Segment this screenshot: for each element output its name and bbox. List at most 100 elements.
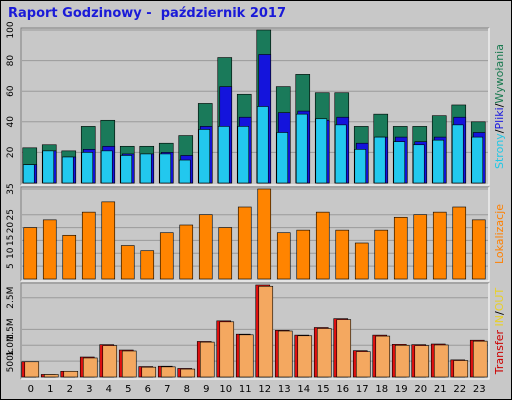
x-tick-label-12: 12 <box>258 384 271 395</box>
legend-part: Lokalizacje <box>493 204 506 264</box>
y-tick-label: 25 <box>6 209 16 220</box>
bar-strony-3 <box>81 152 94 184</box>
bar-out-7 <box>160 366 176 378</box>
bar-strony-16 <box>334 124 347 184</box>
panel-visits-light-edge <box>21 187 490 282</box>
bar-out-5 <box>121 350 137 378</box>
panel-hits-light-edge <box>21 28 490 186</box>
bar-lokalizacje-0 <box>23 227 38 280</box>
x-tick-label-5: 5 <box>125 384 131 395</box>
bar-lokalizacje-18 <box>374 229 389 280</box>
bar-strony-4 <box>100 150 113 184</box>
legend-part: Wywołania <box>493 44 506 104</box>
bar-strony-14 <box>295 113 308 184</box>
bar-lokalizacje-2 <box>62 234 77 280</box>
bar-strony-21 <box>432 139 445 184</box>
bar-lokalizacje-13 <box>276 232 291 280</box>
bar-out-10 <box>219 321 235 378</box>
bar-strony-8 <box>178 159 191 184</box>
bar-strony-19 <box>393 141 406 184</box>
y-tick-label: 20 <box>6 222 16 234</box>
panel-transfer-shadow-edge <box>20 282 489 379</box>
panel-transfer-background <box>21 283 489 379</box>
y-tick-label: 2.5M <box>6 287 16 309</box>
panel-visits-background <box>21 187 489 281</box>
bar-out-13 <box>277 330 293 378</box>
bar-out-23 <box>472 340 488 378</box>
bar-out-14 <box>297 335 313 378</box>
bar-out-11 <box>238 334 254 378</box>
bar-out-19 <box>394 344 410 378</box>
bar-lokalizacje-19 <box>393 216 408 280</box>
bar-out-15 <box>316 328 332 378</box>
panel-hits-shadow-edge <box>20 27 489 185</box>
legend-transfer: Transfer IN/OUT <box>493 288 506 376</box>
bar-strony-7 <box>159 153 172 184</box>
x-tick-label-4: 4 <box>106 384 112 395</box>
legend-part: Strony <box>493 133 506 169</box>
bar-out-0 <box>24 361 40 378</box>
bar-strony-6 <box>139 153 152 184</box>
bar-out-3 <box>82 357 98 378</box>
x-tick-label-10: 10 <box>219 384 232 395</box>
bar-out-2 <box>63 370 79 378</box>
panel-transfer-light-edge <box>21 283 490 380</box>
y-tick-label: 100 <box>6 21 16 38</box>
x-tick-label-15: 15 <box>317 384 330 395</box>
bar-lokalizacje-1 <box>42 219 57 280</box>
bar-out-22 <box>453 360 469 378</box>
x-tick-label-20: 20 <box>414 384 427 395</box>
x-tick-label-11: 11 <box>239 384 252 395</box>
x-tick-label-22: 22 <box>453 384 466 395</box>
bar-lokalizacje-7 <box>159 232 174 280</box>
bar-strony-20 <box>412 144 425 184</box>
bar-out-17 <box>355 351 371 378</box>
bar-lokalizacje-11 <box>237 206 252 280</box>
x-tick-label-17: 17 <box>356 384 369 395</box>
x-tick-label-0: 0 <box>28 384 34 395</box>
x-tick-label-19: 19 <box>395 384 408 395</box>
x-tick-label-14: 14 <box>297 384 310 395</box>
bar-out-18 <box>375 335 391 378</box>
y-tick-label: 40 <box>6 116 16 128</box>
bar-strony-23 <box>471 136 484 184</box>
bar-strony-5 <box>120 155 133 184</box>
bar-lokalizacje-20 <box>413 214 428 280</box>
legend-part: IN <box>493 315 506 330</box>
x-tick-label-21: 21 <box>434 384 447 395</box>
bar-strony-15 <box>315 118 328 184</box>
bar-lokalizacje-5 <box>120 245 135 280</box>
bar-out-12 <box>258 285 274 378</box>
legend-part: Pliki <box>493 107 506 129</box>
bar-strony-9 <box>198 129 211 184</box>
x-tick-label-18: 18 <box>375 384 388 395</box>
bar-out-16 <box>336 319 352 378</box>
x-tick-label-2: 2 <box>67 384 73 395</box>
y-tick-label: 80 <box>6 55 16 67</box>
y-tick-label: 35 <box>6 183 16 194</box>
legend-part: / <box>493 311 506 315</box>
bar-strony-12 <box>256 106 269 184</box>
bar-lokalizacje-17 <box>354 242 369 280</box>
x-tick-label-16: 16 <box>336 384 349 395</box>
bar-strony-10 <box>217 126 230 184</box>
bar-lokalizacje-10 <box>218 227 233 280</box>
legend-hits: Strony/Pliki/Wywołania <box>493 44 506 169</box>
bar-out-4 <box>102 345 118 378</box>
bar-strony-11 <box>237 126 250 184</box>
bar-strony-18 <box>373 136 386 184</box>
y-tick-label: 500k <box>6 349 16 372</box>
bar-lokalizacje-9 <box>198 214 213 280</box>
x-tick-label-6: 6 <box>145 384 151 395</box>
bar-strony-1 <box>42 150 55 184</box>
bar-lokalizacje-23 <box>471 219 486 280</box>
bar-strony-17 <box>354 149 367 184</box>
bar-out-6 <box>141 366 157 378</box>
x-tick-label-1: 1 <box>47 384 53 395</box>
bar-strony-22 <box>451 124 464 184</box>
y-tick-label: 10 <box>6 247 16 259</box>
bar-out-1 <box>43 374 59 378</box>
y-tick-label: 15 <box>6 235 16 246</box>
bar-out-20 <box>414 345 430 378</box>
